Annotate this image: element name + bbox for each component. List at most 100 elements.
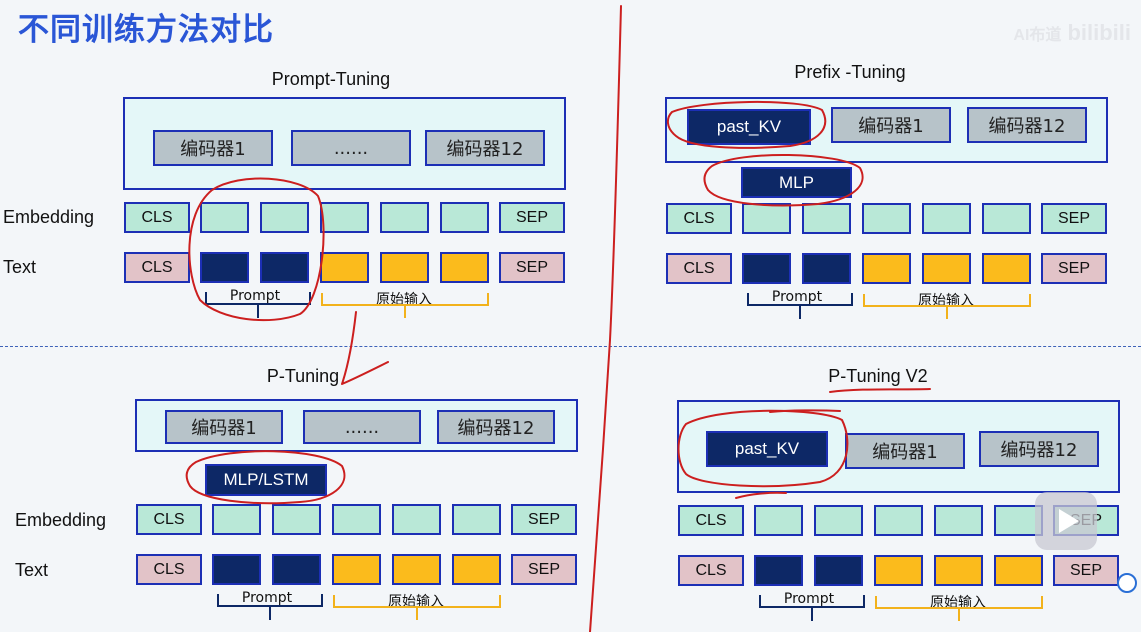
input-bracket-label: 原始输入 bbox=[376, 292, 432, 308]
input-token bbox=[320, 252, 369, 283]
embedding-cell bbox=[994, 505, 1043, 536]
embedding-cell bbox=[392, 504, 441, 535]
encoder-1: 编码器1 bbox=[845, 433, 965, 469]
embedding-cell bbox=[814, 505, 863, 536]
embedding-cell bbox=[320, 202, 369, 233]
embedding-cell bbox=[874, 505, 923, 536]
encoder-ellipsis: ...... bbox=[291, 130, 411, 166]
embedding-label: Embedding bbox=[3, 207, 95, 227]
prompt-token bbox=[212, 554, 261, 585]
embedding-cls: CLS bbox=[666, 203, 732, 234]
embedding-cell bbox=[212, 504, 261, 535]
embedding-cell bbox=[200, 202, 249, 233]
input-bracket-label: 原始输入 bbox=[388, 594, 444, 610]
encoder-1: 编码器1 bbox=[165, 410, 283, 444]
text-sep: SEP bbox=[1041, 253, 1107, 284]
prefix-tuning-encoder-stack: past_KV 编码器1 编码器12 bbox=[665, 97, 1108, 163]
horizontal-divider bbox=[0, 346, 1141, 347]
input-bracket-label: 原始输入 bbox=[918, 293, 974, 309]
embedding-cell bbox=[862, 203, 911, 234]
p-tuning-v2-title: P-Tuning V2 bbox=[828, 366, 928, 386]
text-cls: CLS bbox=[678, 555, 744, 586]
prompt-token bbox=[754, 555, 803, 586]
embedding-cell bbox=[802, 203, 851, 234]
past-kv-block: past_KV bbox=[687, 109, 811, 145]
watermark-brand: bilibili bbox=[1067, 20, 1131, 45]
mlp-block: MLP bbox=[741, 167, 852, 198]
embedding-cell bbox=[452, 504, 501, 535]
embedding-cls: CLS bbox=[124, 202, 190, 233]
annotation-stroke bbox=[735, 491, 787, 499]
embedding-cell bbox=[982, 203, 1031, 234]
embedding-cell bbox=[332, 504, 381, 535]
input-token bbox=[392, 554, 441, 585]
prompt-token bbox=[200, 252, 249, 283]
app-icon[interactable] bbox=[1117, 573, 1137, 593]
embedding-sep: SEP bbox=[511, 504, 577, 535]
text-cls: CLS bbox=[124, 252, 190, 283]
annotation-underline bbox=[829, 388, 931, 393]
prompt-bracket-label: Prompt bbox=[783, 591, 835, 607]
embedding-cell bbox=[380, 202, 429, 233]
play-icon[interactable] bbox=[1035, 492, 1097, 550]
encoder-12: 编码器12 bbox=[437, 410, 555, 444]
encoder-1: 编码器1 bbox=[831, 107, 951, 143]
text-label: Text bbox=[3, 257, 37, 277]
page-title: 不同训练方法对比 bbox=[18, 12, 274, 48]
input-token bbox=[332, 554, 381, 585]
prompt-bracket-label: Prompt bbox=[241, 590, 293, 606]
embedding-cell bbox=[742, 203, 791, 234]
p-tuning-encoder-stack: 编码器1 ...... 编码器12 bbox=[135, 399, 578, 452]
input-token bbox=[922, 253, 971, 284]
embedding-cell bbox=[260, 202, 309, 233]
embedding-cell bbox=[440, 202, 489, 233]
embedding-cls: CLS bbox=[136, 504, 202, 535]
watermark: AI布道 bilibili bbox=[1013, 20, 1131, 46]
input-bracket-label: 原始输入 bbox=[930, 595, 986, 611]
embedding-cell bbox=[272, 504, 321, 535]
vertical-divider-stroke bbox=[589, 5, 622, 632]
past-kv-block: past_KV bbox=[706, 431, 828, 467]
input-token bbox=[874, 555, 923, 586]
text-cls: CLS bbox=[136, 554, 202, 585]
embedding-sep: SEP bbox=[1041, 203, 1107, 234]
prompt-token bbox=[814, 555, 863, 586]
encoder-12: 编码器12 bbox=[425, 130, 545, 166]
prompt-token bbox=[742, 253, 791, 284]
encoder-12: 编码器12 bbox=[979, 431, 1099, 467]
text-sep: SEP bbox=[1053, 555, 1119, 586]
input-token bbox=[452, 554, 501, 585]
input-token bbox=[994, 555, 1043, 586]
encoder-ellipsis: ...... bbox=[303, 410, 421, 444]
text-sep: SEP bbox=[499, 252, 565, 283]
mlp-lstm-block: MLP/LSTM bbox=[205, 464, 327, 496]
prompt-token bbox=[272, 554, 321, 585]
prompt-token bbox=[802, 253, 851, 284]
embedding-cell bbox=[934, 505, 983, 536]
embedding-cell bbox=[754, 505, 803, 536]
prompt-tuning-title: Prompt-Tuning bbox=[271, 69, 391, 89]
encoder-12: 编码器12 bbox=[967, 107, 1087, 143]
text-cls: CLS bbox=[666, 253, 732, 284]
prompt-bracket-label: Prompt bbox=[771, 289, 823, 305]
embedding-cell bbox=[922, 203, 971, 234]
p-tuning-title: P-Tuning bbox=[266, 366, 340, 386]
p-tuning-v2-encoder-stack: past_KV 编码器1 编码器12 bbox=[677, 400, 1120, 493]
embedding-label: Embedding bbox=[15, 510, 107, 530]
input-token bbox=[982, 253, 1031, 284]
prefix-tuning-title: Prefix -Tuning bbox=[794, 62, 906, 82]
input-token bbox=[934, 555, 983, 586]
input-token bbox=[862, 253, 911, 284]
embedding-cls: CLS bbox=[678, 505, 744, 536]
encoder-1: 编码器1 bbox=[153, 130, 273, 166]
input-token bbox=[380, 252, 429, 283]
prompt-bracket-label: Prompt bbox=[229, 288, 281, 304]
text-sep: SEP bbox=[511, 554, 577, 585]
input-token bbox=[440, 252, 489, 283]
embedding-sep: SEP bbox=[499, 202, 565, 233]
watermark-ai: AI布道 bbox=[1013, 27, 1062, 44]
prompt-token bbox=[260, 252, 309, 283]
prompt-tuning-encoder-stack: 编码器1 ...... 编码器12 bbox=[123, 97, 566, 190]
text-label: Text bbox=[15, 560, 49, 580]
